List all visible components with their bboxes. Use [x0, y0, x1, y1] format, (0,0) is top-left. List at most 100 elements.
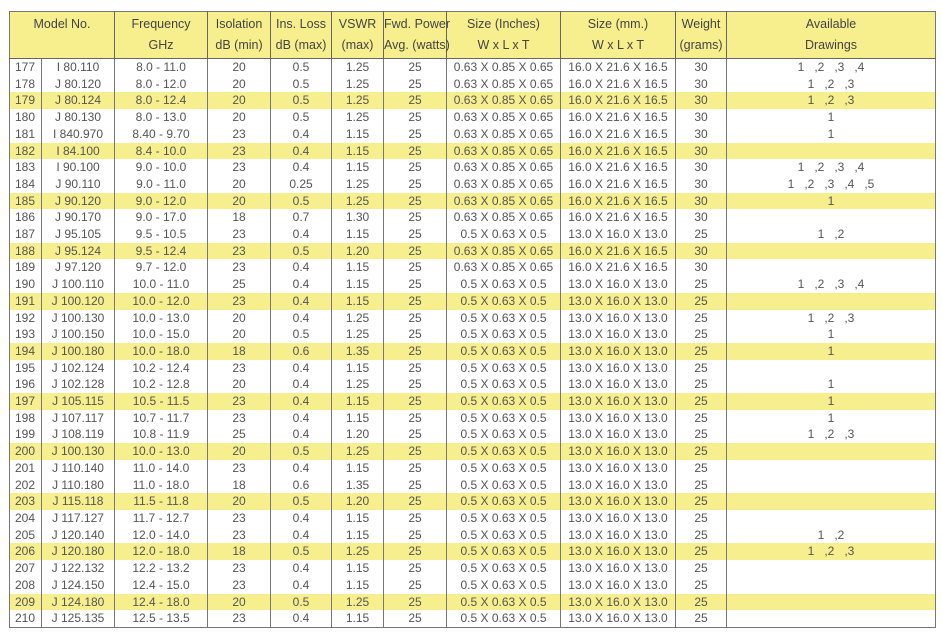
isolation-cell: 18	[207, 209, 271, 227]
fwd-power-cell: 25	[383, 209, 447, 227]
model-no-cell: J 95.124	[40, 242, 115, 260]
frequency-cell: 11.5 - 11.8	[114, 493, 208, 510]
ins-loss-cell: 0.4	[270, 259, 332, 277]
frequency-cell: 8.4 - 10.0	[114, 142, 208, 160]
size-mm-cell: 13.0 X 16.0 X 13.0	[560, 276, 676, 293]
frequency-cell: 10.0 - 13.0	[114, 309, 208, 327]
available-drawings-cell	[726, 259, 936, 277]
vswr-cell: 1.15	[331, 393, 384, 410]
vswr-cell: 1.15	[331, 409, 384, 427]
size-inches-cell: 0.5 X 0.63 X 0.5	[446, 593, 561, 611]
weight-cell: 25	[675, 543, 727, 561]
available-drawings-cell: 1	[726, 393, 936, 410]
vswr-cell: 1.25	[331, 326, 384, 343]
vswr-cell: 1.15	[331, 292, 384, 310]
ins-loss-cell: 0.4	[270, 409, 332, 427]
model-no-cell: J 120.140	[40, 526, 115, 544]
size-inches-cell: 0.63 X 0.85 X 0.65	[446, 92, 561, 110]
isolation-cell: 23	[207, 242, 271, 260]
fwd-power-cell: 25	[383, 226, 447, 243]
row-number-cell: 204	[15, 510, 36, 525]
model-no-cell: I 84.100	[40, 142, 115, 160]
size-inches-cell: 0.5 X 0.63 X 0.5	[446, 292, 561, 310]
ins-loss-cell: 0.4	[270, 526, 332, 544]
frequency-cell: 8.0 - 13.0	[114, 109, 208, 126]
available-drawings-cell: 1 ,2	[726, 526, 936, 544]
weight-cell: 25	[675, 376, 727, 394]
model-no-cell: J 102.128	[40, 376, 115, 394]
size-inches-cell: 0.5 X 0.63 X 0.5	[446, 376, 561, 394]
size-mm-cell: 13.0 X 16.0 X 13.0	[560, 376, 676, 394]
table-row: 209 J 124.180 12.4 - 18.0 20 0.5 1.25 25 0.5 X …	[9, 593, 936, 611]
fwd-power-cell: 25	[383, 142, 447, 160]
vswr-cell: 1.15	[331, 359, 384, 377]
available-drawings-cell	[726, 359, 936, 377]
ins-loss-cell: 0.4	[270, 142, 332, 160]
isolation-cell: 23	[207, 393, 271, 410]
ins-loss-cell: 0.5	[270, 443, 332, 460]
header-label: Weight	[681, 17, 721, 31]
table-row: 195 J 102.124 10.2 - 12.4 23 0.4 1.15 25 0.5 X …	[10, 359, 936, 377]
size-mm-cell: 13.0 X 16.0 X 13.0	[560, 409, 676, 427]
ins-loss-cell: 0.5	[270, 192, 332, 210]
frequency-cell: 9.0 - 10.0	[114, 159, 208, 176]
fwd-power-cell: 25	[383, 409, 447, 427]
model-no-cell: J 100.150	[40, 326, 115, 343]
row-number-cell: 179	[9, 92, 42, 110]
size-mm-cell: 13.0 X 16.0 X 13.0	[560, 326, 676, 343]
frequency-cell: 11.0 - 18.0	[114, 476, 208, 494]
frequency-cell: 8.0 - 11.0	[114, 58, 208, 76]
table-body: 177 I 80.110 8.0 - 11.0 20 0.5 1.25 25 0.63 X 0…	[9, 58, 936, 628]
ins-loss-cell: 0.5	[270, 326, 332, 343]
frequency-cell: 8.0 - 12.0	[114, 75, 208, 93]
row-number-cell: 181	[15, 126, 36, 141]
model-no-cell: I 90.100	[40, 159, 115, 176]
isolator-spec-table: Model No. Frequency GHz Isolation dB (min)…	[9, 11, 936, 628]
ins-loss-cell: 0.4	[270, 359, 332, 377]
model-no-cell: J 90.170	[40, 209, 115, 227]
fwd-power-cell: 25	[383, 426, 447, 444]
row-number-cell: 193	[15, 327, 36, 342]
weight-cell: 25	[675, 409, 727, 427]
available-drawings-cell: 1	[726, 109, 936, 126]
vswr-cell: 1.25	[331, 443, 384, 460]
fwd-power-cell: 25	[383, 393, 447, 410]
frequency-cell: 10.0 - 11.0	[114, 276, 208, 293]
fwd-power-cell: 25	[383, 92, 447, 110]
model-no-cell: J 80.120	[40, 75, 115, 93]
fwd-power-cell: 25	[383, 292, 447, 310]
available-drawings-cell	[726, 209, 936, 227]
model-no-cell: J 100.180	[40, 342, 115, 360]
available-drawings-cell	[726, 476, 936, 494]
header-label: VSWR	[338, 17, 377, 31]
isolation-cell: 23	[207, 509, 271, 527]
header-size-inches: Size (Inches) W x L x T	[446, 11, 561, 59]
isolation-cell: 20	[207, 493, 271, 510]
table-row: 187 J 95.105 9.5 - 10.5 23 0.4 1.15 25 0.5 X 0.…	[10, 226, 936, 243]
table-row: 190 J 100.110 10.0 - 11.0 25 0.4 1.15 25 0.5 X …	[10, 276, 936, 293]
size-mm-cell: 16.0 X 21.6 X 16.5	[560, 75, 676, 93]
header-drawings: Available Drawings	[726, 11, 936, 59]
header-size-mm: Size (mm.) W x L x T	[560, 11, 676, 59]
row-number-cell: 209	[9, 593, 42, 611]
size-mm-cell: 13.0 X 16.0 X 13.0	[560, 543, 676, 561]
weight-cell: 25	[675, 443, 727, 460]
table-row: 196 J 102.128 10.2 - 12.8 20 0.4 1.25 25 0.5 X …	[10, 376, 936, 394]
available-drawings-cell: 1	[726, 409, 936, 427]
size-inches-cell: 0.5 X 0.63 X 0.5	[446, 576, 561, 594]
ins-loss-cell: 0.4	[270, 276, 332, 293]
frequency-cell: 11.0 - 14.0	[114, 459, 208, 477]
header-sublabel: (grams)	[679, 38, 723, 52]
size-inches-cell: 0.5 X 0.63 X 0.5	[446, 359, 561, 377]
weight-cell: 25	[675, 393, 727, 410]
isolation-cell: 23	[207, 459, 271, 477]
table-row: 202 J 110.180 11.0 - 18.0 18 0.6 1.35 25 0.5 X …	[10, 476, 936, 494]
weight-cell: 30	[675, 92, 727, 110]
weight-cell: 25	[675, 426, 727, 444]
size-inches-cell: 0.5 X 0.63 X 0.5	[446, 326, 561, 343]
ins-loss-cell: 0.4	[270, 426, 332, 444]
frequency-cell: 10.0 - 15.0	[114, 326, 208, 343]
available-drawings-cell	[726, 560, 936, 577]
weight-cell: 30	[675, 75, 727, 93]
frequency-cell: 9.5 - 12.4	[114, 242, 208, 260]
